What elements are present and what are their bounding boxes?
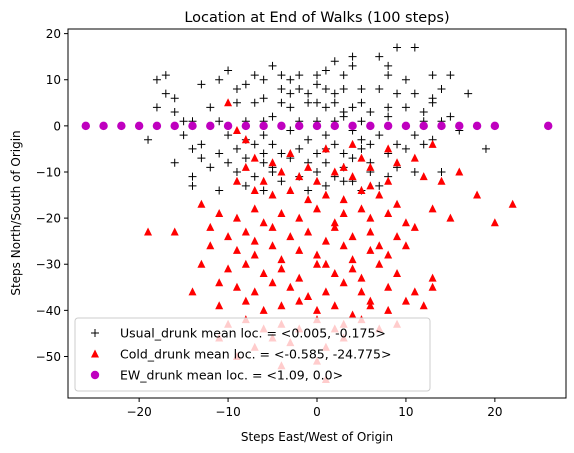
data-point-circle — [99, 122, 107, 130]
data-point-circle — [544, 122, 552, 130]
x-tick-label: 20 — [487, 405, 502, 419]
y-tick-label: −20 — [36, 212, 61, 226]
legend-label: Usual_drunk mean loc. = <0.005, -0.175> — [120, 326, 386, 341]
data-point-circle — [117, 122, 125, 130]
data-point-circle — [473, 122, 481, 130]
y-tick-label: −10 — [36, 165, 61, 179]
data-point-circle — [331, 122, 339, 130]
data-point-circle — [295, 122, 303, 130]
legend-label: Cold_drunk mean loc. = <-0.585, -24.775> — [120, 347, 391, 362]
data-point-circle — [242, 122, 250, 130]
x-tick-label: 0 — [313, 405, 321, 419]
legend-label: EW_drunk mean loc. = <1.09, 0.0> — [120, 368, 343, 383]
y-tick-label: −50 — [36, 350, 61, 364]
y-axis-ticks: −50 −40 −30 −20 −10 0 10 20 — [36, 27, 68, 364]
data-point-circle — [420, 122, 428, 130]
y-tick-label: −40 — [36, 304, 61, 318]
x-tick-label: −10 — [215, 405, 240, 419]
data-point-circle — [491, 122, 499, 130]
data-point-circle — [153, 122, 161, 130]
data-point-circle — [259, 122, 267, 130]
data-point-circle — [82, 122, 90, 130]
x-axis-label: Steps East/West of Origin — [241, 430, 393, 444]
data-point-circle — [455, 122, 463, 130]
y-tick-label: 10 — [46, 73, 61, 87]
y-axis-label: Steps North/South of Origin — [9, 130, 23, 295]
data-point-circle — [224, 122, 232, 130]
data-point-circle — [206, 122, 214, 130]
data-point-circle — [437, 122, 445, 130]
data-point-circle — [348, 122, 356, 130]
data-point-circle — [313, 122, 321, 130]
data-point-circle — [384, 122, 392, 130]
data-point-circle — [402, 122, 410, 130]
y-tick-label: 0 — [53, 119, 61, 133]
data-point-circle — [135, 122, 143, 130]
legend: Usual_drunk mean loc. = <0.005, -0.175> C… — [75, 318, 430, 391]
chart-title: Location at End of Walks (100 steps) — [184, 10, 449, 26]
x-tick-label: −20 — [126, 405, 151, 419]
data-point-circle — [188, 122, 196, 130]
data-point-circle — [277, 122, 285, 130]
data-point-circle — [366, 122, 374, 130]
y-tick-label: 20 — [46, 27, 61, 41]
x-tick-label: 10 — [398, 405, 413, 419]
data-point-circle — [171, 122, 179, 130]
x-axis-ticks: −20 −10 0 10 20 — [126, 398, 502, 419]
y-tick-label: −30 — [36, 258, 61, 272]
legend-marker-circle — [91, 371, 99, 379]
